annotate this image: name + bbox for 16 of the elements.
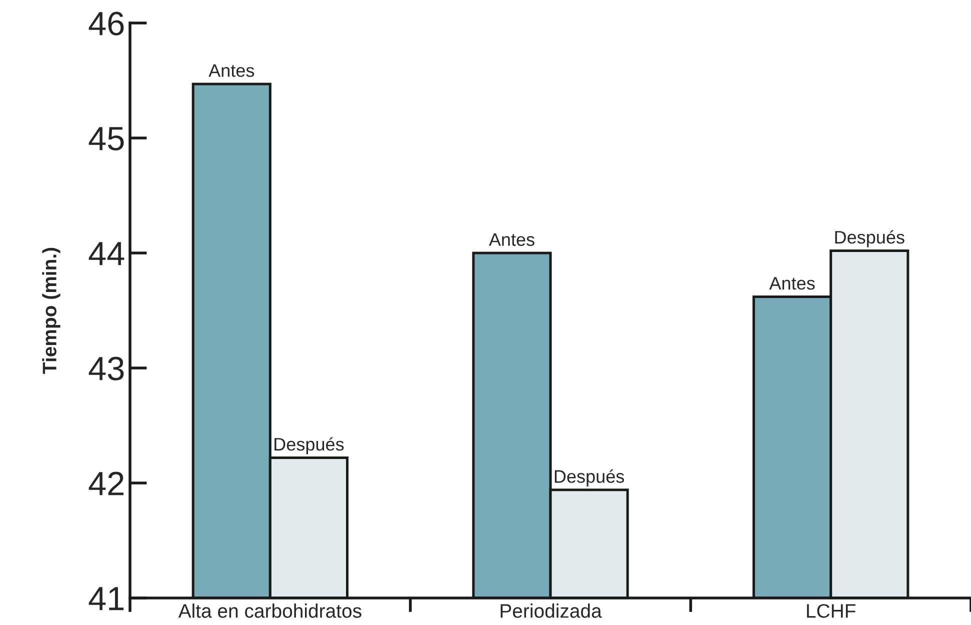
text: Después xyxy=(554,469,624,486)
y-tick-label: 42 xyxy=(88,472,124,496)
x-tick-label: Alta en carbohidratos xyxy=(178,604,362,618)
x-tick-label: LCHF xyxy=(807,604,856,618)
text: Antes xyxy=(488,233,534,246)
y-tick-label: 43 xyxy=(88,356,124,380)
y-tick-label: 45 xyxy=(88,127,124,150)
x-tick-label: Periodizada xyxy=(500,604,602,618)
series-label: Antes xyxy=(769,277,815,290)
y-tick-label: 46 xyxy=(88,12,124,36)
text: Después xyxy=(835,230,904,248)
y-tick-label: 41 xyxy=(88,587,124,610)
y-tick-label: 44 xyxy=(88,242,124,266)
series-label: Después xyxy=(274,437,344,454)
text: Antes xyxy=(208,64,254,77)
y-axis-title: Tiempo (min.) xyxy=(42,248,60,374)
